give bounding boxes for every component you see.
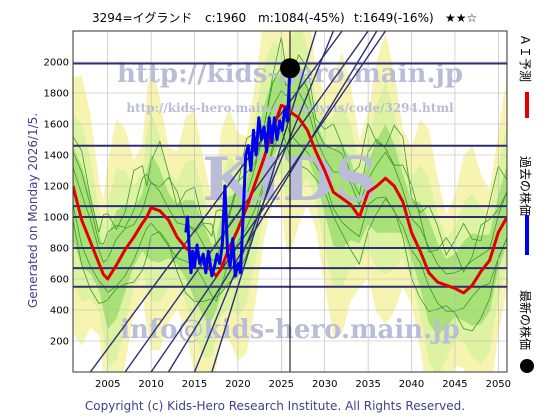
legend-swatch [520, 359, 534, 373]
y-tick-label: 800 [50, 244, 69, 255]
x-tick-label: 2045 [442, 379, 467, 390]
x-tick-label: 2050 [486, 379, 511, 390]
x-tick-label: 2015 [182, 379, 207, 390]
y-tick-label: 1800 [44, 89, 69, 100]
x-tick-label: 2035 [355, 379, 380, 390]
x-tick-label: 2005 [95, 379, 120, 390]
y-tick-label: 400 [50, 306, 69, 317]
header-code: 3294=イグランド [92, 11, 192, 25]
legend-label: 最新の株価 [518, 290, 533, 350]
generated-date-label: Generated on Monday 2026/1/5. [26, 113, 40, 308]
x-tick-label: 2010 [138, 379, 163, 390]
copyright-footer: Copyright (c) Kids-Hero Research Institu… [85, 399, 465, 413]
y-tick-label: 1200 [44, 182, 69, 193]
y-tick-label: 600 [50, 275, 69, 286]
legend-label: 過去の株価 [518, 156, 533, 216]
trend-line [89, 31, 343, 372]
y-tick-label: 2000 [44, 58, 69, 69]
ai-forecast-line [73, 103, 507, 295]
plot-border [72, 30, 508, 373]
latest-price-dot [280, 58, 300, 79]
y-tick-label: 200 [50, 337, 69, 348]
x-tick-label: 2020 [225, 379, 250, 390]
x-tick-label: 2025 [269, 379, 294, 390]
y-tick-label: 1000 [44, 213, 69, 224]
y-tick-label: 1600 [44, 120, 69, 131]
header-current: c:1960 [205, 11, 246, 25]
header-stars: ★★☆ [445, 11, 477, 25]
past-price-line [184, 68, 292, 278]
legend-label: ＡＩ予測 [518, 34, 532, 82]
plot-clipped-layer: http://kids-hero.main.jphttp://kids-hero… [73, 31, 507, 372]
y-tick-label: 1400 [44, 151, 69, 162]
trend-line [167, 31, 378, 372]
plot-area: http://kids-hero.main.jphttp://kids-hero… [44, 30, 511, 390]
x-tick-label: 2040 [399, 379, 424, 390]
x-tick-label: 2030 [312, 379, 337, 390]
trend-line [150, 31, 387, 372]
header-mid: m:1084(-45%) [258, 11, 345, 25]
trend-line [211, 31, 317, 372]
header: 3294=イグランド c:1960 m:1084(-45%) t:1649(-1… [92, 11, 477, 25]
trend-line [124, 31, 369, 372]
header-target: t:1649(-16%) [354, 11, 434, 25]
